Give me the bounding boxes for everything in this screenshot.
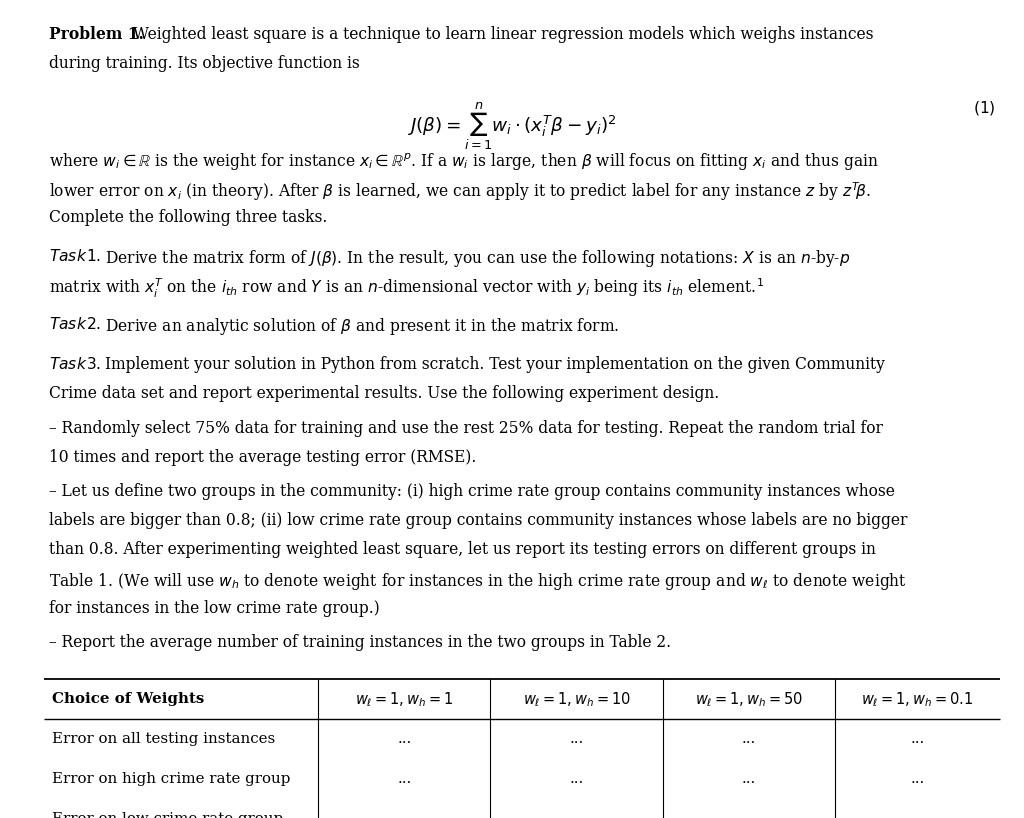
Text: ...: ...: [569, 732, 584, 746]
Text: $\mathit{2.}$: $\mathit{2.}$: [86, 317, 101, 334]
Text: Choice of Weights: Choice of Weights: [52, 692, 205, 707]
Text: ...: ...: [741, 812, 756, 818]
Text: ...: ...: [397, 812, 412, 818]
Text: $w_\ell = 1, w_h = 1$: $w_\ell = 1, w_h = 1$: [355, 690, 454, 708]
Text: 10 times and report the average testing error (RMSE).: 10 times and report the average testing …: [49, 448, 476, 465]
Text: Weighted least square is a technique to learn linear regression models which wei: Weighted least square is a technique to …: [133, 26, 873, 43]
Text: Derive an analytic solution of $\beta$ and present it in the matrix form.: Derive an analytic solution of $\beta$ a…: [105, 317, 620, 338]
Text: $J(\beta) = \sum_{i=1}^{n} w_i \cdot (x_i^T \beta - y_i)^2$: $J(\beta) = \sum_{i=1}^{n} w_i \cdot (x_…: [408, 101, 616, 152]
Text: $w_\ell = 1, w_h = 0.1$: $w_\ell = 1, w_h = 0.1$: [861, 690, 974, 708]
Text: lower error on $x_i$ (in theory). After $\beta$ is learned, we can apply it to p: lower error on $x_i$ (in theory). After …: [49, 180, 871, 203]
Text: ...: ...: [569, 812, 584, 818]
Text: ...: ...: [910, 732, 925, 746]
Text: than 0.8. After experimenting weighted least square, let us report its testing e: than 0.8. After experimenting weighted l…: [49, 542, 876, 559]
Text: Error on low crime rate group: Error on low crime rate group: [52, 812, 284, 818]
Text: Derive the matrix form of $J(\beta)$. In the result, you can use the following n: Derive the matrix form of $J(\beta)$. In…: [105, 248, 851, 269]
Text: matrix with $x_i^T$ on the $i_{th}$ row and $Y$ is an $n$-dimensional vector wit: matrix with $x_i^T$ on the $i_{th}$ row …: [49, 277, 764, 300]
Text: Crime data set and report experimental results. Use the following experiment des: Crime data set and report experimental r…: [49, 384, 720, 402]
Text: where $w_i \in \mathbb{R}$ is the weight for instance $x_i \in \mathbb{R}^p$. If: where $w_i \in \mathbb{R}$ is the weight…: [49, 151, 880, 172]
Text: $w_\ell = 1, w_h = 10$: $w_\ell = 1, w_h = 10$: [522, 690, 631, 708]
Text: Problem 1.: Problem 1.: [49, 26, 144, 43]
Text: $\mathit{3.}$: $\mathit{3.}$: [86, 356, 101, 373]
Text: $\mathit{1.}$: $\mathit{1.}$: [86, 248, 101, 265]
Text: Error on high crime rate group: Error on high crime rate group: [52, 772, 291, 786]
Text: ...: ...: [741, 732, 756, 746]
Text: during training. Its objective function is: during training. Its objective function …: [49, 56, 359, 72]
Text: Error on all testing instances: Error on all testing instances: [52, 732, 275, 746]
Text: $(1)$: $(1)$: [973, 99, 995, 117]
Text: ...: ...: [569, 772, 584, 786]
Text: Table 1. (We will use $w_h$ to denote weight for instances in the high crime rat: Table 1. (We will use $w_h$ to denote we…: [49, 570, 907, 591]
Text: labels are bigger than 0.8; (ii) low crime rate group contains community instanc: labels are bigger than 0.8; (ii) low cri…: [49, 512, 907, 529]
Text: Complete the following three tasks.: Complete the following three tasks.: [49, 209, 328, 226]
Text: ...: ...: [741, 772, 756, 786]
Text: – Report the average number of training instances in the two groups in Table 2.: – Report the average number of training …: [49, 635, 672, 651]
Text: ...: ...: [397, 732, 412, 746]
Text: for instances in the low crime rate group.): for instances in the low crime rate grou…: [49, 600, 380, 617]
Text: ...: ...: [910, 772, 925, 786]
Text: Implement your solution in Python from scratch. Test your implementation on the : Implement your solution in Python from s…: [105, 356, 886, 373]
Text: $w_\ell = 1, w_h = 50$: $w_\ell = 1, w_h = 50$: [694, 690, 803, 708]
Text: $\mathit{Task}$: $\mathit{Task}$: [49, 356, 88, 373]
Text: ...: ...: [910, 812, 925, 818]
Text: – Randomly select 75% data for training and use the rest 25% data for testing. R: – Randomly select 75% data for training …: [49, 420, 883, 437]
Text: – Let us define two groups in the community: (i) high crime rate group contains : – Let us define two groups in the commun…: [49, 483, 895, 501]
Text: $\mathit{Task}$: $\mathit{Task}$: [49, 248, 88, 265]
Text: ...: ...: [397, 772, 412, 786]
Text: $\mathit{Task}$: $\mathit{Task}$: [49, 317, 88, 334]
